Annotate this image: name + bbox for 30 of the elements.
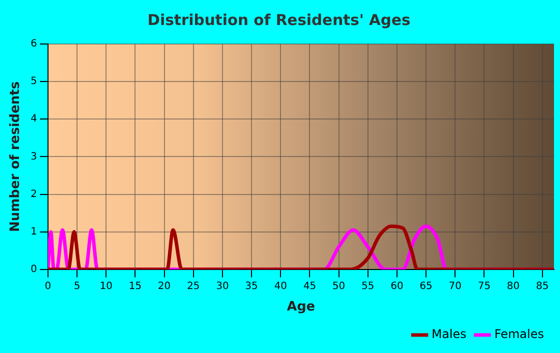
x-tick-label: 80 — [506, 280, 520, 292]
y-tick-label: 1 — [30, 226, 37, 238]
y-tick-label: 4 — [30, 114, 37, 125]
x-tick-label: 60 — [390, 280, 404, 292]
x-tick-label: 35 — [245, 280, 258, 292]
x-tick-label: 20 — [158, 280, 171, 292]
y-tick-label: 2 — [30, 188, 37, 200]
x-axis-title: Age — [286, 300, 316, 315]
x-tick-label: 85 — [536, 280, 549, 292]
x-tick-label: 50 — [332, 280, 346, 292]
x-tick-label: 10 — [100, 280, 112, 292]
x-tick-label: 45 — [303, 280, 316, 292]
legend-label: Females — [494, 327, 544, 342]
x-tick-label: 70 — [448, 280, 462, 292]
x-tick-label: 40 — [274, 280, 287, 292]
x-tick-label: 5 — [74, 280, 80, 292]
legend-label: Males — [432, 327, 466, 342]
x-tick-label: 0 — [44, 280, 52, 292]
x-tick-label: 55 — [362, 280, 374, 292]
chart-title: Distribution of Residents' Ages — [148, 10, 411, 29]
x-tick-label: 15 — [128, 280, 142, 292]
x-tick-label: 65 — [420, 280, 432, 292]
x-tick-label: 30 — [216, 280, 229, 292]
x-tick-label: 25 — [187, 280, 200, 292]
y-tick-label: 6 — [30, 38, 37, 50]
y-tick-label: 3 — [30, 151, 37, 162]
y-axis-title: Number of residents — [8, 81, 24, 232]
x-tick-label: 75 — [478, 280, 491, 292]
y-tick-label: 0 — [30, 264, 37, 275]
y-tick-label: 5 — [30, 76, 37, 88]
